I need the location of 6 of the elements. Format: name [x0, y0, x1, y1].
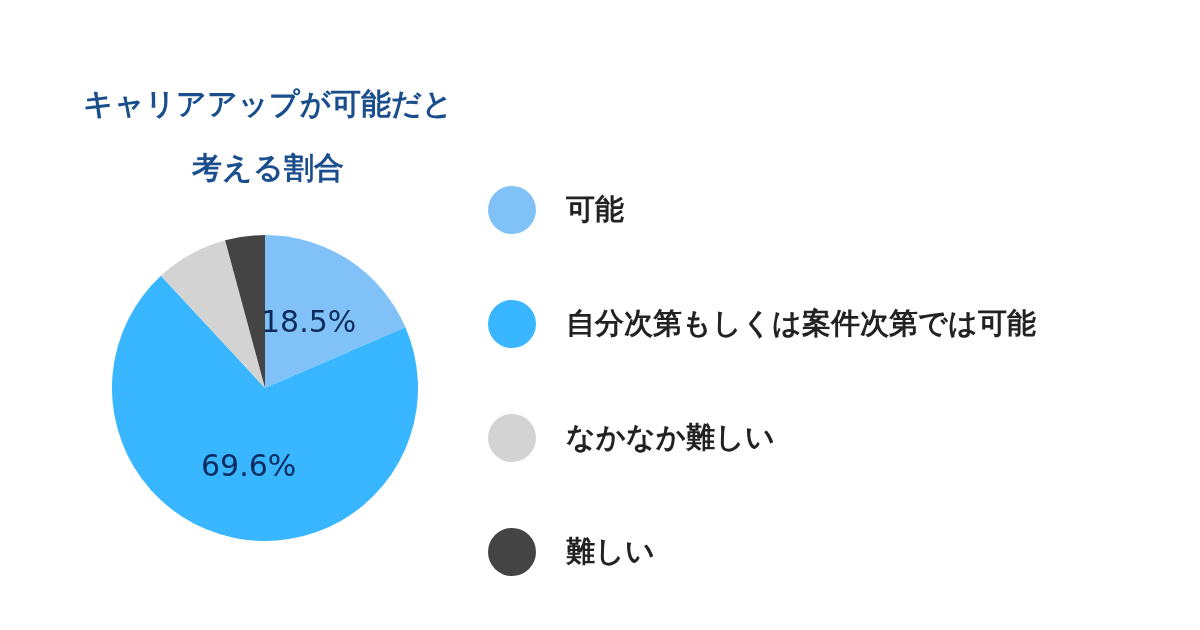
legend-label: 可能 [566, 191, 624, 228]
legend-label: 難しい [566, 533, 655, 570]
legend-label: 自分次第もしくは案件次第では可能 [566, 305, 1036, 342]
data-label: 69.6% [200, 448, 297, 484]
legend-label: なかなか難しい [566, 419, 775, 456]
chart-title: キャリアアップが可能だと考える割合 [83, 85, 453, 185]
